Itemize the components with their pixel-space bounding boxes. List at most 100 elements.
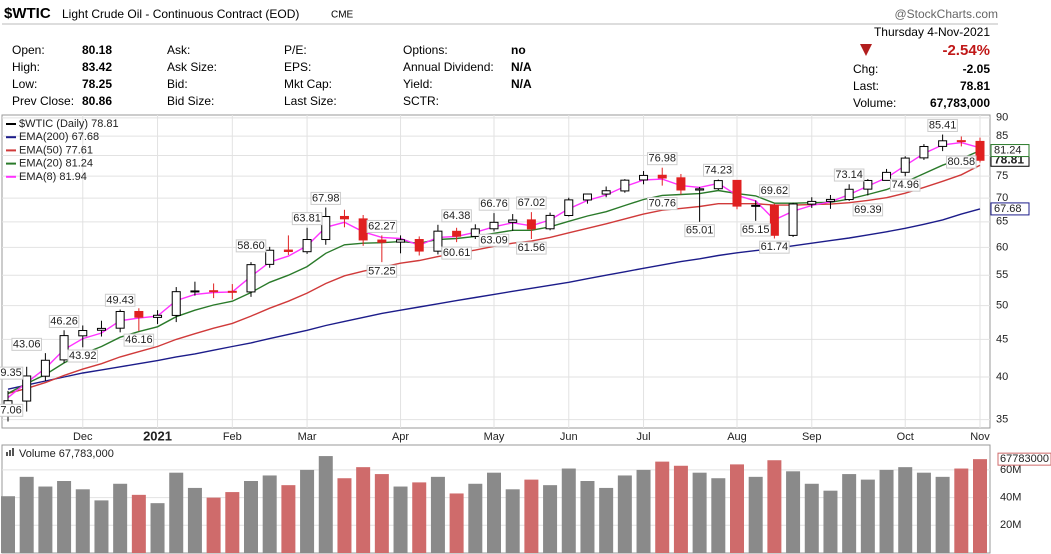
candle-body — [134, 310, 144, 318]
price-annotation: 67.02 — [518, 197, 546, 209]
price-annotation: 43.06 — [13, 338, 41, 350]
annotation-box — [123, 333, 155, 347]
price-annotation: 57.25 — [368, 265, 396, 277]
volume-bar — [804, 483, 819, 553]
annotation-box — [759, 184, 790, 198]
price-annotation: 58.60 — [237, 240, 265, 252]
field-value: N/A — [511, 60, 532, 74]
candle-body — [788, 203, 798, 236]
annotation-box — [646, 197, 678, 211]
annotation-box — [703, 163, 734, 177]
field-label: EPS: — [284, 60, 311, 74]
legend-entry: EMA(20) 81.24 — [19, 158, 93, 170]
volume-bar — [524, 479, 539, 553]
quote-table: Open: 80.18 High: 83.42 Low: 78.25 Prev Close:… — [12, 43, 990, 110]
price-annotation: 69.39 — [854, 204, 882, 216]
volume-bar — [487, 472, 501, 553]
summary-value: 78.81 — [960, 79, 990, 93]
field-label: Bid Size: — [167, 94, 214, 108]
candle-body — [358, 218, 368, 241]
candle-body — [227, 290, 237, 293]
field-label: Annual Dividend: — [403, 60, 494, 74]
y-tick-label: 90 — [996, 112, 1008, 124]
volume-bar — [468, 483, 483, 553]
volume-bar — [300, 469, 315, 553]
volume-bar — [38, 486, 53, 553]
summary-label: Last: — [853, 79, 879, 93]
volume-bar — [580, 481, 595, 553]
annotation-box — [833, 168, 865, 182]
price-annotation: 43.92 — [69, 350, 97, 362]
price-annotation: 74.96 — [891, 179, 919, 191]
volume-bar — [655, 461, 670, 553]
summary-value: -2.05 — [963, 62, 991, 76]
price-annotation: 69.62 — [761, 185, 789, 197]
value-tag-label: 67783000 — [1000, 453, 1049, 465]
volume-bar — [879, 469, 894, 553]
candle-body — [900, 157, 910, 173]
legend-entry: EMA(50) 77.61 — [19, 144, 93, 156]
field-label: Open: — [12, 43, 45, 57]
volume-bar — [786, 471, 801, 553]
volume-bar — [356, 467, 371, 553]
field-label: Ask Size: — [167, 60, 217, 74]
candle-body — [246, 264, 256, 293]
candle-body — [489, 221, 499, 230]
field-value: no — [511, 43, 526, 57]
field-label: Bid: — [167, 77, 188, 91]
volume-bar — [113, 483, 128, 553]
x-tick-label: Oct — [897, 431, 914, 443]
volume-bar — [131, 494, 146, 553]
price-annotation: 65.15 — [742, 224, 770, 236]
candle-body — [209, 290, 219, 293]
candle-body — [508, 219, 518, 223]
field-value: 78.25 — [82, 77, 112, 91]
candle-body — [601, 190, 611, 195]
price-annotation: 63.09 — [480, 234, 508, 246]
volume-bar — [673, 465, 688, 553]
legend-entry: EMA(200) 67.68 — [19, 131, 99, 143]
field-value: 80.18 — [82, 43, 112, 57]
candle-body — [919, 145, 929, 159]
legend-entry: EMA(8) 81.94 — [19, 171, 87, 183]
volume-chart: 20M 40M 60M Volume 67,783,000 67783000 — [1, 448, 1051, 553]
volume-bar — [617, 475, 632, 553]
candle-body — [975, 140, 985, 161]
legend-name: EMA(20) — [19, 158, 62, 170]
x-tick-label: Aug — [727, 431, 747, 443]
y-tick-label: 45 — [996, 333, 1008, 345]
legend-name: EMA(50) — [19, 144, 62, 156]
candle-body — [639, 174, 649, 181]
legend-name: EMA(8) — [19, 171, 56, 183]
volume-bar — [954, 468, 969, 553]
field-label: Mkt Cap: — [284, 77, 332, 91]
ema-line — [7, 149, 981, 395]
candle-body — [96, 327, 106, 331]
annotation-box — [310, 191, 342, 205]
instrument-name: Light Crude Oil - Continuous Contract (E… — [62, 7, 299, 21]
x-tick-label: Dec — [73, 431, 93, 443]
price-annotation: 73.14 — [835, 169, 863, 181]
annotation-box — [235, 239, 267, 253]
exchange: CME — [331, 10, 354, 21]
candle-body — [78, 330, 88, 337]
candle-body — [265, 249, 275, 265]
volume-bar — [748, 476, 763, 553]
candle-body — [938, 140, 948, 147]
annotation-box — [291, 212, 323, 226]
volume-bar — [505, 489, 520, 553]
price-annotation: 65.01 — [686, 225, 714, 237]
volume-bar — [561, 468, 576, 553]
volume-bar — [318, 456, 333, 553]
candle-body — [807, 200, 817, 205]
field-label: Yield: — [403, 77, 433, 91]
price-annotation: 63.81 — [293, 213, 321, 225]
value-tag — [990, 202, 1030, 216]
annotation-box — [946, 155, 977, 169]
candle-body — [882, 171, 892, 181]
x-tick-label: 2021 — [143, 428, 172, 443]
price-annotation: 76.98 — [648, 153, 676, 165]
price-annotation: 70.76 — [648, 198, 676, 210]
candle-body — [769, 205, 779, 236]
